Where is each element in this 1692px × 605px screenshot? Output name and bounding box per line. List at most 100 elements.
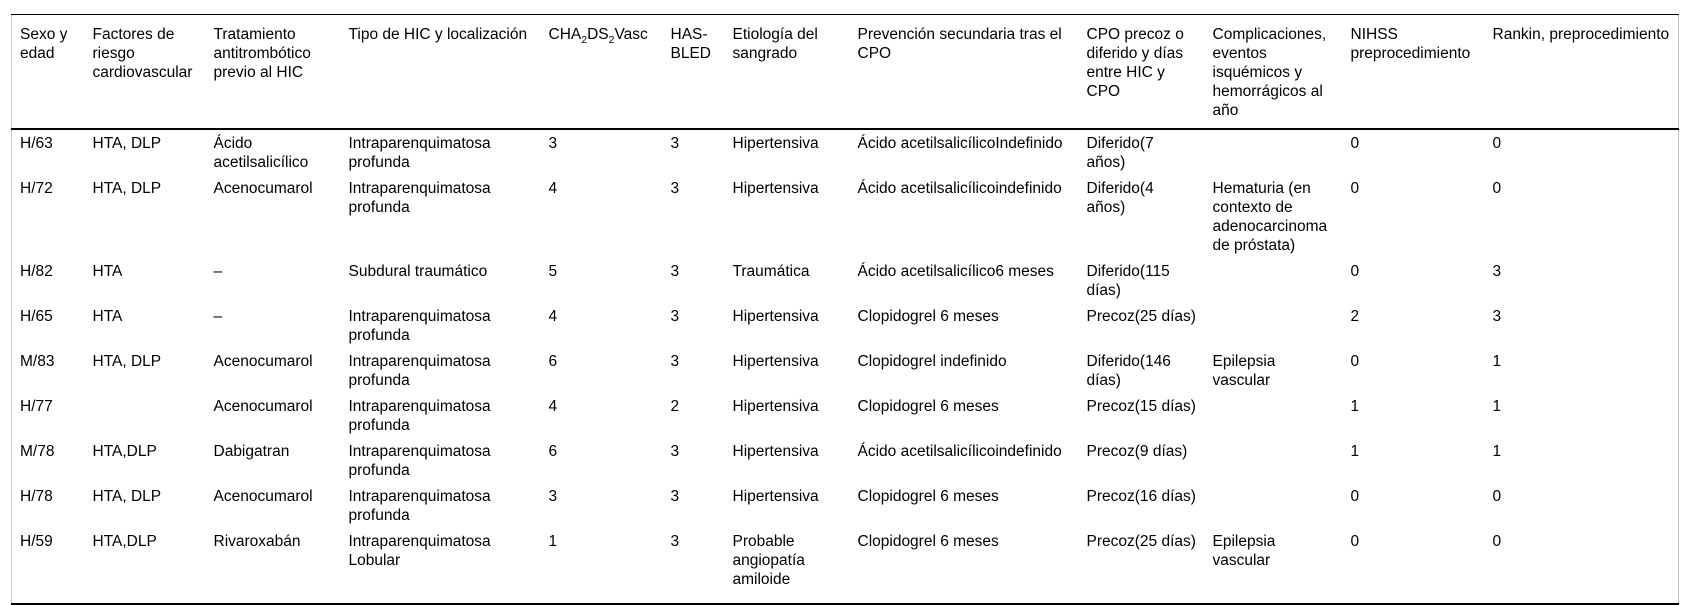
table-cell: Diferido(4 años) (1086, 180, 1154, 216)
table-cell: Diferido(7 años) (1086, 135, 1154, 171)
table-cell: Intraparenquimatosa profunda (348, 443, 491, 479)
table-body: H/63 HTA, DLP Ácido acetilsalicílico Intrap… (11, 129, 1679, 605)
table-cell: Precoz(15 días) (1086, 398, 1196, 415)
table-cell: Hematuria (en contexto de adenocarcinoma… (1212, 180, 1328, 254)
table-cell (85, 393, 206, 438)
table-cell: Subdural traumático (348, 263, 488, 280)
column-header-complicaciones: Complicaciones, eventos isquémicos y hem… (1204, 14, 1343, 130)
table-row: H/59 HTA,DLP Rivaroxabán Intraparenquimatos… (11, 528, 1679, 605)
table-cell: 0 (1492, 488, 1502, 505)
table-cell: Precoz(16 días) (1086, 488, 1196, 505)
table-cell: Intraparenquimatosa Lobular (340, 528, 541, 605)
table-cell: HTA,DLP (92, 443, 157, 460)
table-cell: 3 (662, 528, 725, 605)
table-cell: 4 (548, 308, 558, 325)
table-cell: Epilepsia vascular (1212, 353, 1276, 389)
table-cell: 3 (548, 488, 558, 505)
table-header: Sexo y edad Factores de riesgo cardiovas… (11, 14, 1679, 130)
table-cell: 6 (548, 353, 558, 370)
table-cell: Hipertensiva (732, 398, 819, 415)
table-cell: HTA, DLP (92, 488, 162, 505)
cha2ds2vasc-text: DS (587, 26, 609, 43)
table-cell: 3 (670, 353, 680, 370)
table-cell: 0 (1350, 488, 1360, 505)
table-cell (1205, 393, 1343, 438)
table-cell: 4 (548, 180, 558, 197)
table-cell: Precoz(9 días) (1086, 443, 1188, 460)
table-cell: 0 (1342, 528, 1485, 605)
table-cell: – (213, 308, 223, 325)
table-cell: 0 (1350, 135, 1360, 152)
table-cell: Hipertensiva (732, 135, 819, 152)
column-header-nihss: NIHSS preprocedimiento (1342, 14, 1485, 130)
table-cell: Intraparenquimatosa profunda (348, 353, 491, 389)
table-cell: Clopidogrel 6 meses (849, 528, 1079, 605)
table-cell: 3 (670, 180, 680, 197)
table-cell (1205, 483, 1343, 528)
table-cell: H/82 (20, 263, 53, 280)
table-cell: Ácido acetilsalicílicoindefinido (857, 443, 1062, 460)
table-cell: Ácido acetilsalicílico (213, 135, 309, 171)
table-cell: 3 (670, 443, 680, 460)
table-cell: – (213, 263, 223, 280)
header-row: Sexo y edad Factores de riesgo cardiovas… (11, 14, 1679, 130)
table-cell: 3 (670, 263, 680, 280)
table-cell: H/78 (20, 488, 53, 505)
table-cell: HTA (92, 263, 123, 280)
table-cell: M/78 (20, 443, 55, 460)
table-cell: H/63 (20, 135, 53, 152)
cha2ds2vasc-subscript: 2 (581, 34, 588, 47)
cha2ds2vasc-text: CHA (548, 26, 582, 43)
table-cell: Clopidogrel indefinido (857, 353, 1007, 370)
table-cell: Hipertensiva (732, 443, 819, 460)
cha2ds2vasc-text: Vasc (614, 26, 648, 43)
table-row: H/63 HTA, DLP Ácido acetilsalicílico Intrap… (12, 129, 1679, 175)
table-cell: Diferido(115 días) (1086, 263, 1170, 299)
table-cell: 0 (1350, 263, 1360, 280)
table-cell: H/59 (11, 528, 85, 605)
table-cell: Acenocumarol (213, 488, 313, 505)
table-cell: 1 (540, 528, 663, 605)
table-cell: 2 (670, 398, 680, 415)
table-cell: Intraparenquimatosa profunda (348, 135, 491, 171)
column-header-cpo-precoz-diferido: CPO precoz o diferido y días entre HIC y… (1078, 14, 1205, 130)
table-cell: 1 (1492, 443, 1502, 460)
table-cell: 3 (1492, 263, 1502, 280)
column-header-etiologia: Etiología del sangrado (724, 14, 850, 130)
table-cell: Epilepsia vascular (1204, 528, 1343, 605)
table-cell: 0 (1492, 135, 1502, 152)
table-cell: 1 (1350, 398, 1360, 415)
table-cell: Acenocumarol (213, 353, 313, 370)
table-row: H/82 HTA – Subdural traumático 5 3 Traumática Á… (12, 258, 1679, 303)
table-cell: HTA, DLP (92, 353, 162, 370)
patients-table: Sexo y edad Factores de riesgo cardiovas… (11, 14, 1679, 605)
table-cell: Hipertensiva (732, 180, 819, 197)
table-cell: 0 (1492, 180, 1502, 197)
table-cell: 4 (548, 398, 558, 415)
table-row: M/83 HTA, DLP Acenocumarol Intraparenquimat… (12, 348, 1679, 393)
table-cell: 6 (548, 443, 558, 460)
table-cell: 3 (670, 488, 680, 505)
table-cell (1205, 258, 1343, 303)
table-cell: 0 (1350, 180, 1360, 197)
table-cell: 1 (1492, 353, 1502, 370)
table-cell: Clopidogrel 6 meses (857, 398, 999, 415)
table-cell: H/72 (20, 180, 53, 197)
table-cell: Intraparenquimatosa profunda (348, 180, 491, 216)
column-header-prevencion-secundaria: Prevención secundaria tras el CPO (849, 14, 1079, 130)
table-cell: HTA (92, 308, 123, 325)
table-cell: 3 (670, 135, 680, 152)
table-cell: HTA,DLP (84, 528, 206, 605)
table-cell: Intraparenquimatosa profunda (348, 398, 491, 434)
column-header-has-bled: HAS-BLED (662, 14, 725, 130)
table-cell: Traumática (732, 263, 810, 280)
table-cell: H/77 (20, 398, 53, 415)
table-cell: 1 (1350, 443, 1360, 460)
table-cell: Intraparenquimatosa profunda (348, 488, 491, 524)
table-cell: M/83 (20, 353, 55, 370)
table-cell (1205, 438, 1343, 483)
column-header-tratamiento-antitrombotico: Tratamiento antitrombótico previo al HIC (205, 14, 341, 130)
table-cell: Intraparenquimatosa profunda (348, 308, 491, 344)
table-cell: 3 (670, 308, 680, 325)
